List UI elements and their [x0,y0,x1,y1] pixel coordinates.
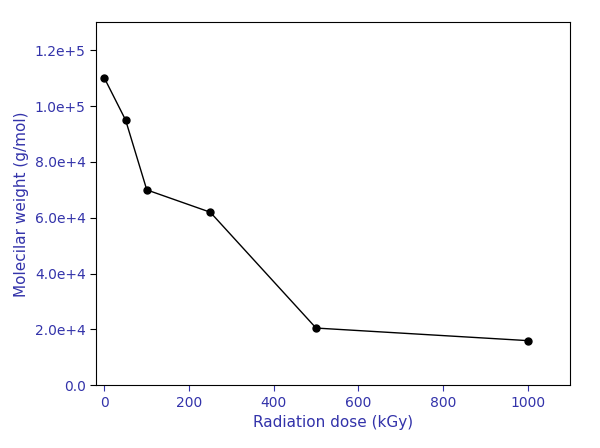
X-axis label: Radiation dose (kGy): Radiation dose (kGy) [253,415,413,430]
Y-axis label: Molecilar weight (g/mol): Molecilar weight (g/mol) [14,111,29,297]
